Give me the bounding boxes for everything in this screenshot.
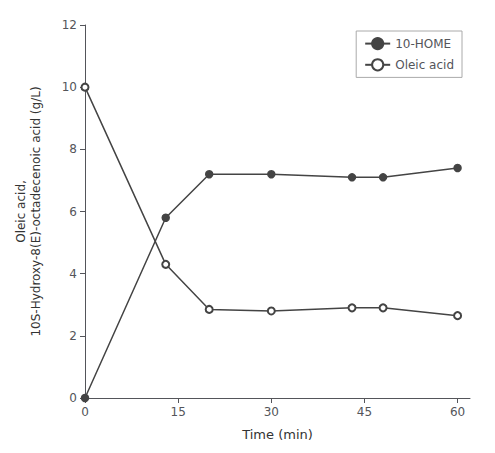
svg-text:2: 2: [69, 329, 77, 343]
svg-text:Time (min): Time (min): [241, 427, 313, 442]
svg-text:4: 4: [69, 267, 77, 281]
svg-text:Oleic acid,: Oleic acid,: [14, 180, 28, 243]
svg-text:6: 6: [69, 205, 77, 219]
svg-text:60: 60: [450, 405, 465, 419]
svg-text:0: 0: [81, 405, 89, 419]
svg-text:30: 30: [264, 405, 279, 419]
svg-text:15: 15: [171, 405, 186, 419]
svg-text:8: 8: [69, 142, 77, 156]
svg-text:0: 0: [69, 391, 77, 405]
svg-text:10-HOME: 10-HOME: [395, 37, 451, 51]
svg-text:10: 10: [62, 80, 77, 94]
svg-text:12: 12: [62, 18, 77, 32]
svg-text:10S-Hydroxy-8(E)-octadecenoic: 10S-Hydroxy-8(E)-octadecenoic acid (g/L): [29, 86, 43, 336]
svg-text:Oleic acid: Oleic acid: [395, 58, 454, 72]
svg-text:45: 45: [357, 405, 372, 419]
